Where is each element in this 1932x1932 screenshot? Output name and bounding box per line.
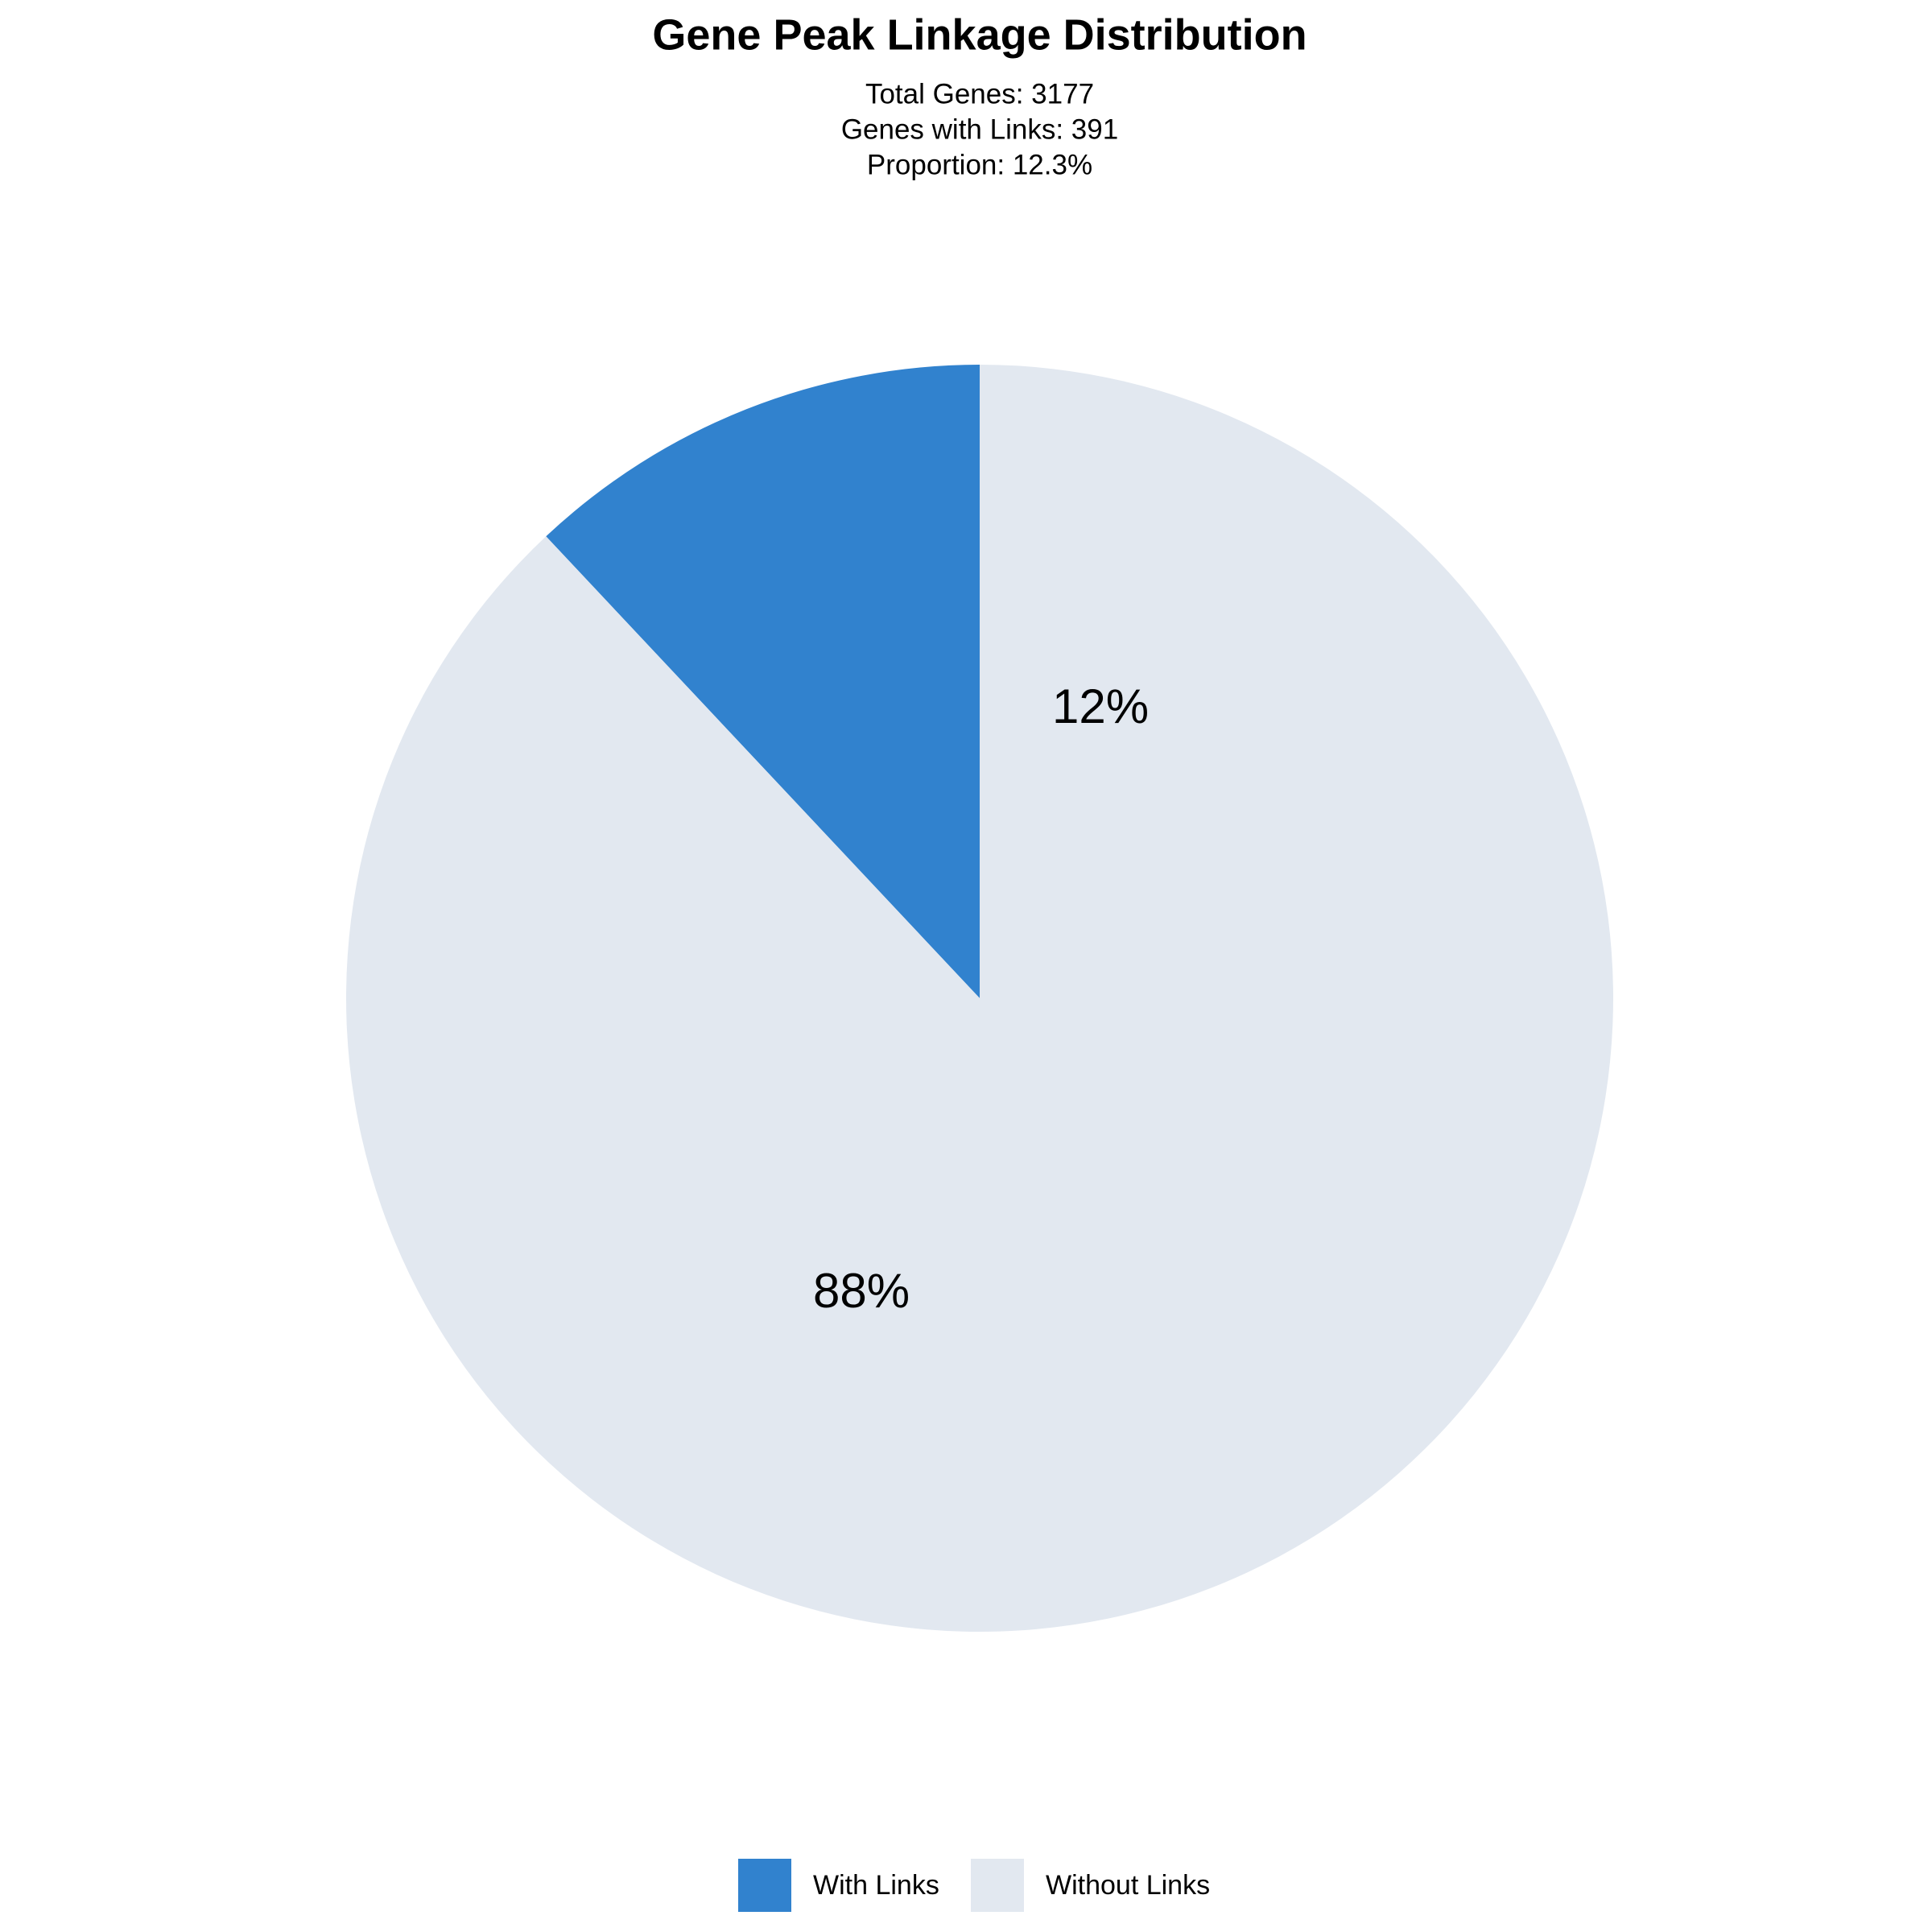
chart-title: Gene Peak Linkage Distribution [652,10,1307,59]
slice-label: 12% [1052,679,1149,733]
pie-slice [345,365,1613,1633]
chart-subtitle: Total Genes: 3177 [865,78,1094,109]
slice-label: 88% [813,1264,910,1318]
legend-label: Without Links [1046,1870,1210,1901]
legend-swatch [738,1859,791,1912]
legend-label: With Links [813,1870,939,1901]
chart-subtitle: Proportion: 12.3% [867,149,1092,180]
chart-subtitle: Genes with Links: 391 [841,114,1118,145]
legend-swatch [971,1859,1024,1912]
pie-slice [546,365,980,998]
